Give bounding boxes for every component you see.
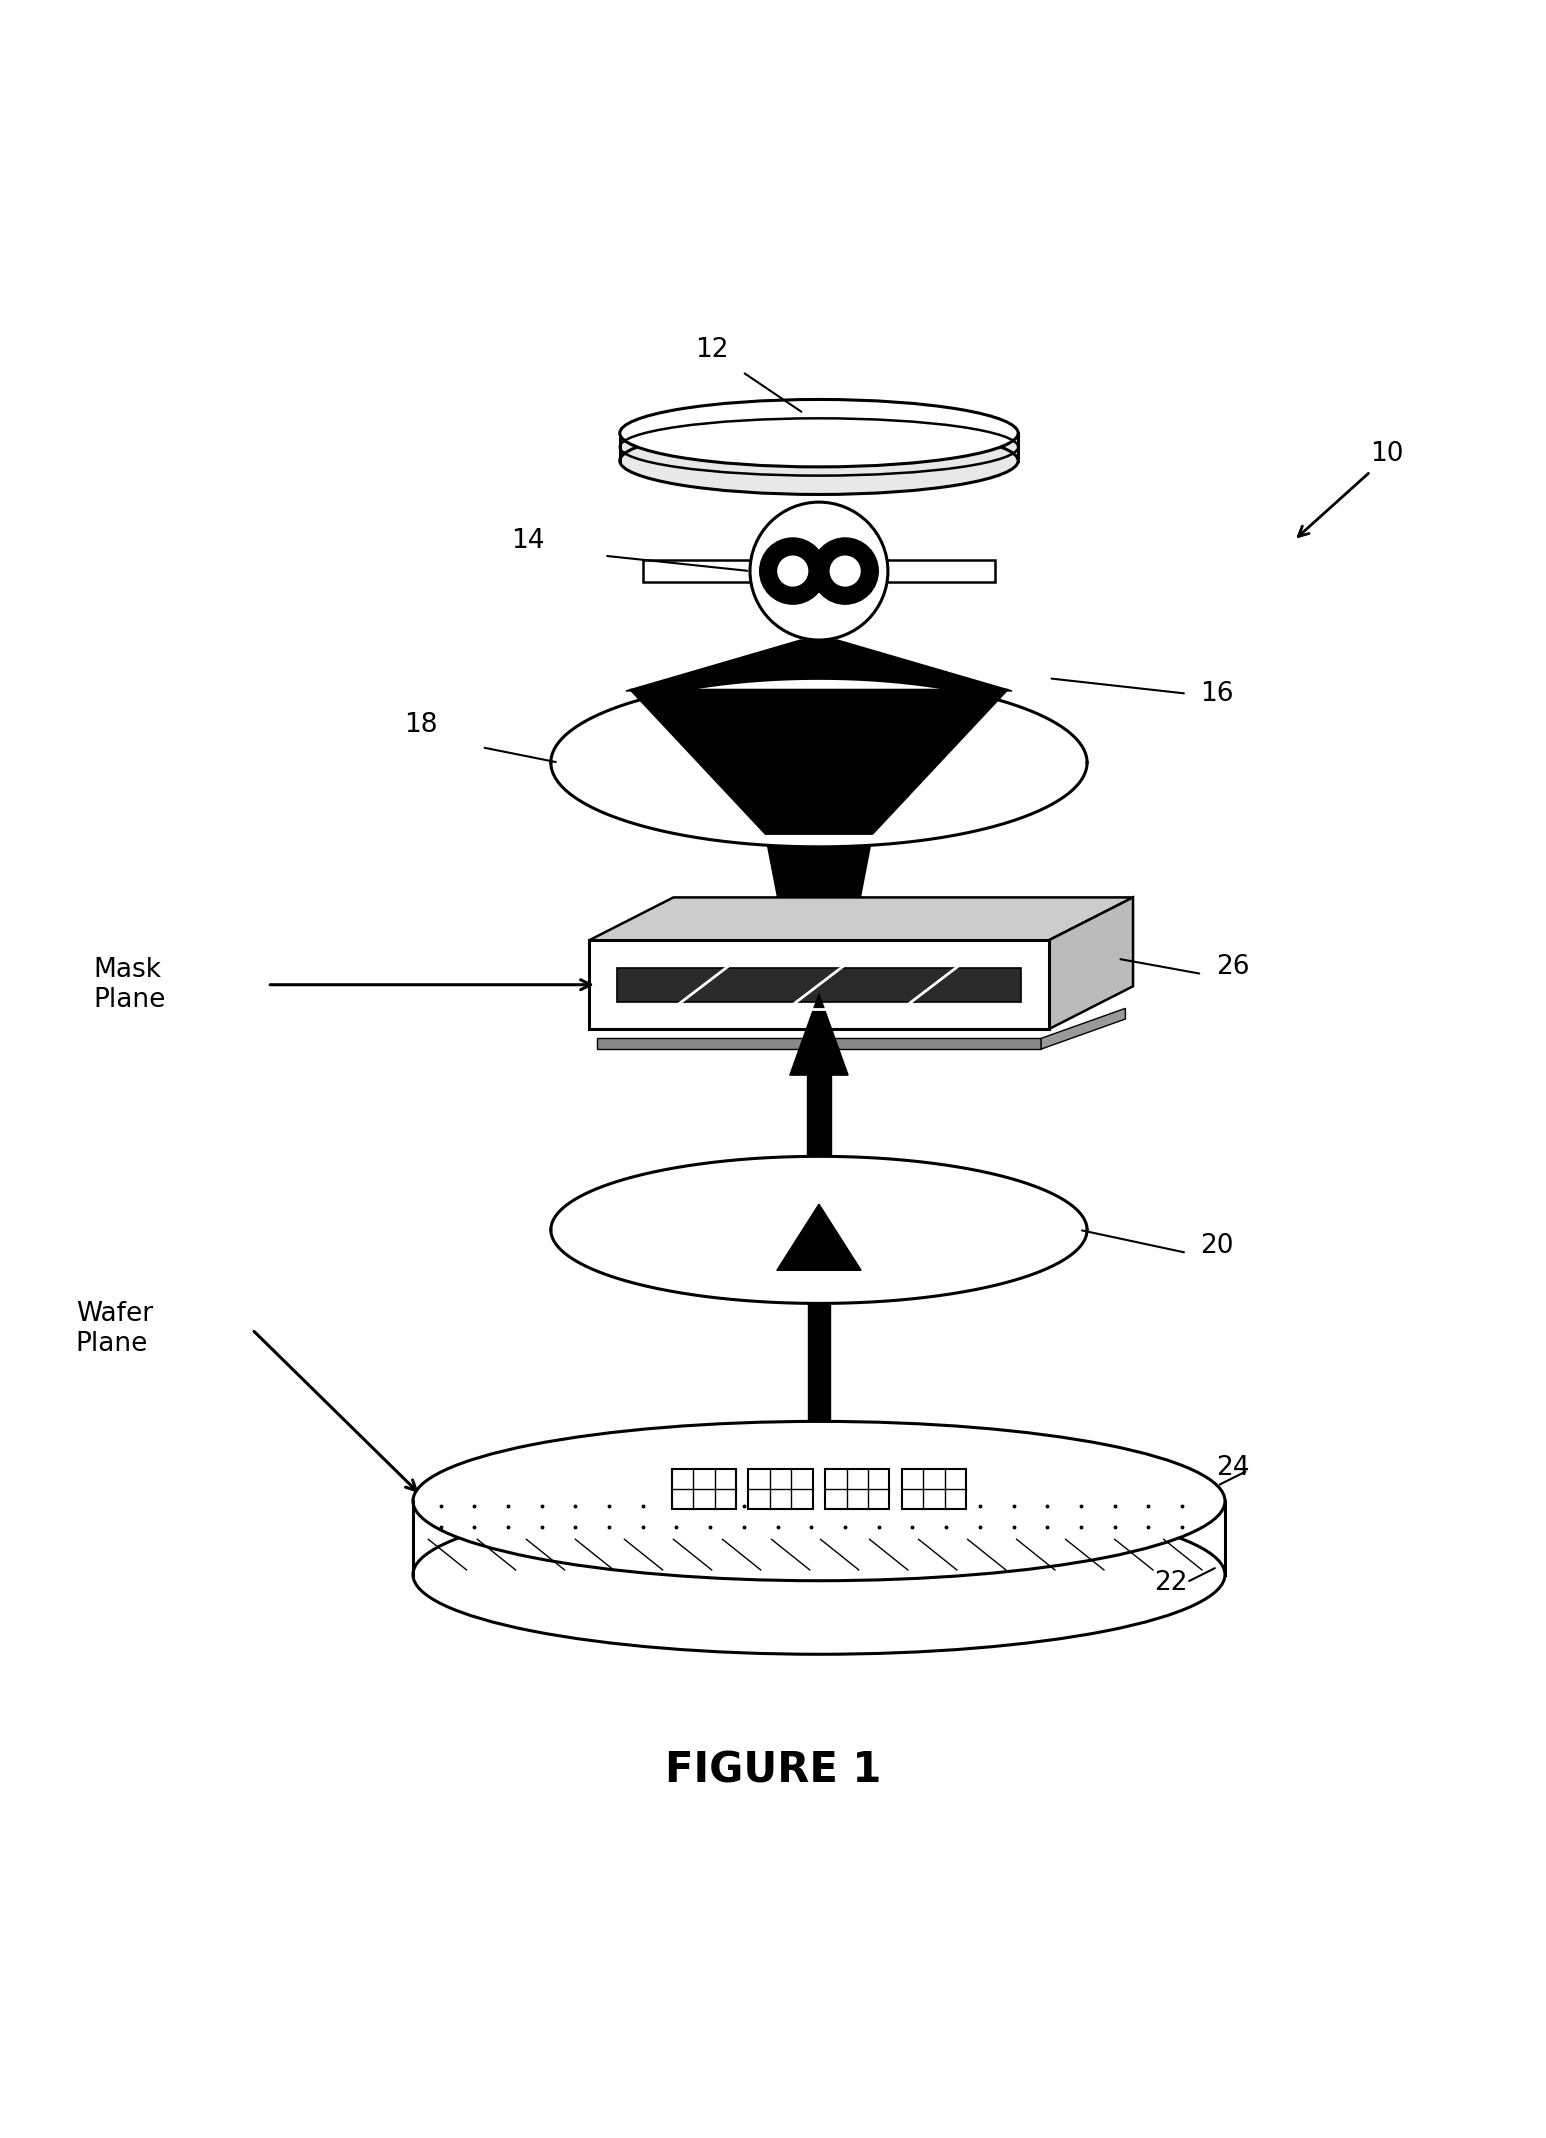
Polygon shape [413,1501,1224,1574]
Text: 22: 22 [1155,1569,1187,1595]
Polygon shape [807,1075,832,1167]
Polygon shape [805,1050,833,1067]
Bar [673,1469,736,1509]
Polygon shape [626,639,1013,691]
Bar [748,1469,813,1509]
Text: 18: 18 [404,712,438,738]
Polygon shape [776,1204,861,1270]
Polygon shape [589,941,1048,1028]
Polygon shape [620,434,1019,462]
Ellipse shape [413,1494,1224,1655]
Polygon shape [617,969,1022,1001]
Ellipse shape [413,1422,1224,1580]
Ellipse shape [620,400,1019,466]
Text: 26: 26 [1215,954,1249,979]
Polygon shape [790,994,849,1075]
Polygon shape [629,688,1008,834]
Text: 10: 10 [1370,440,1404,466]
Polygon shape [589,898,1133,941]
Polygon shape [1040,1009,1125,1050]
Polygon shape [809,1304,830,1422]
Circle shape [750,502,887,639]
Polygon shape [765,834,872,936]
Circle shape [778,556,807,586]
Circle shape [830,556,860,586]
Polygon shape [597,1039,1040,1050]
Text: 24: 24 [1215,1456,1249,1482]
Polygon shape [643,560,758,582]
Polygon shape [773,462,864,494]
Text: Mask
Plane: Mask Plane [93,956,165,1013]
Bar [826,1469,889,1509]
Bar [901,1469,966,1509]
Text: 16: 16 [1201,682,1234,708]
Circle shape [759,539,826,605]
Ellipse shape [620,428,1019,494]
Polygon shape [1048,898,1133,1028]
Polygon shape [550,678,1087,847]
Polygon shape [550,1157,1087,1304]
Text: Wafer
Plane: Wafer Plane [76,1302,153,1358]
Circle shape [812,539,878,605]
Polygon shape [880,560,996,582]
Text: FIGURE 1: FIGURE 1 [665,1749,881,1792]
Text: 14: 14 [512,528,544,554]
Text: 12: 12 [696,336,728,363]
Text: 20: 20 [1201,1234,1234,1259]
